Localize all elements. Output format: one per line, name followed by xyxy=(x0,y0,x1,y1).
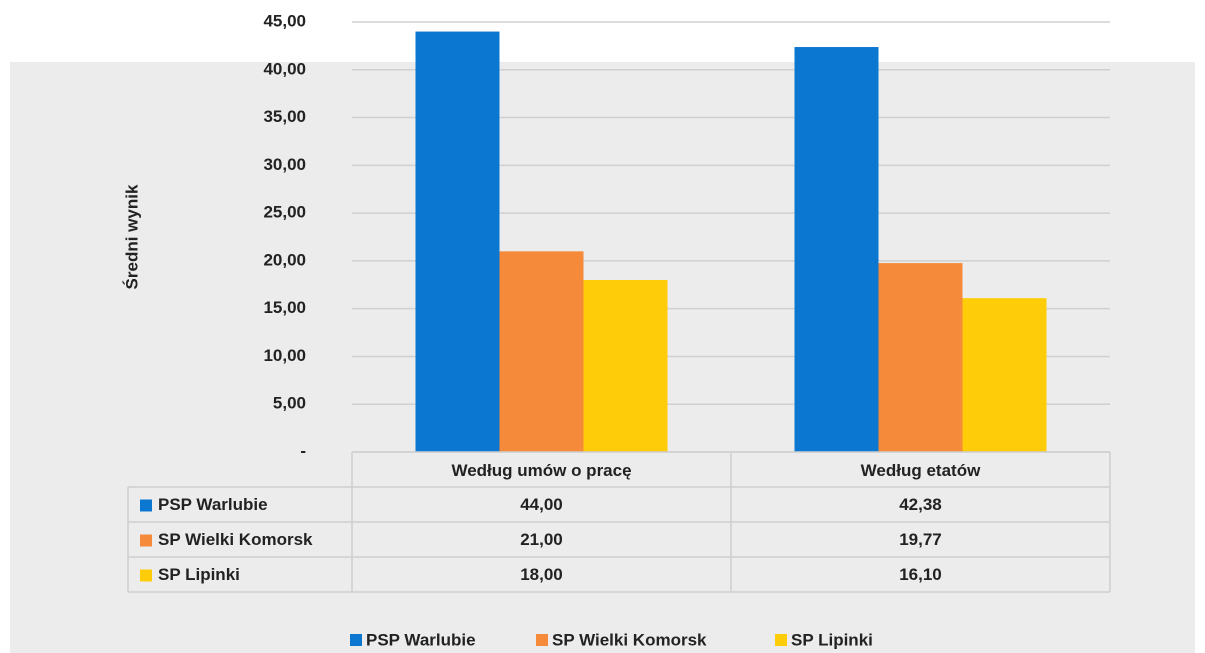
x-tick-label: Według etatów xyxy=(861,461,981,480)
y-tick-label: - xyxy=(300,441,306,460)
table-value: 19,77 xyxy=(899,530,942,549)
legend-key xyxy=(140,534,152,547)
legend-key xyxy=(536,634,548,646)
bar xyxy=(583,280,668,452)
table-value: 21,00 xyxy=(520,530,563,549)
row-label: SP Wielki Komorsk xyxy=(158,530,313,549)
y-tick-label: 25,00 xyxy=(263,203,306,222)
y-tick-label: 20,00 xyxy=(263,250,306,269)
legend-key xyxy=(350,634,362,646)
y-tick-label: 45,00 xyxy=(263,11,306,30)
legend-label: SP Wielki Komorsk xyxy=(552,630,707,649)
table-value: 18,00 xyxy=(520,565,563,584)
y-tick-label: 30,00 xyxy=(263,155,306,174)
y-tick-label: 5,00 xyxy=(273,394,306,413)
legend-label: SP Lipinki xyxy=(791,630,873,649)
y-tick-label: 15,00 xyxy=(263,298,306,317)
table-value: 44,00 xyxy=(520,495,563,514)
bar xyxy=(962,298,1047,452)
legend-key xyxy=(775,634,787,646)
y-tick-label: 40,00 xyxy=(263,59,306,78)
row-label: PSP Warlubie xyxy=(158,495,268,514)
legend-key xyxy=(140,569,152,582)
table-value: 16,10 xyxy=(899,565,942,584)
bar xyxy=(499,251,584,452)
x-tick-label: Według umów o pracę xyxy=(451,461,631,480)
row-label: SP Lipinki xyxy=(158,565,240,584)
bar xyxy=(878,263,963,452)
y-axis-label: Średni wynik xyxy=(122,184,141,289)
legend-key xyxy=(140,499,152,512)
bar xyxy=(415,31,500,453)
y-tick-label: 35,00 xyxy=(263,107,306,126)
bar xyxy=(794,47,879,453)
y-tick-label: 10,00 xyxy=(263,346,306,365)
table-value: 42,38 xyxy=(899,495,942,514)
legend-label: PSP Warlubie xyxy=(366,630,476,649)
